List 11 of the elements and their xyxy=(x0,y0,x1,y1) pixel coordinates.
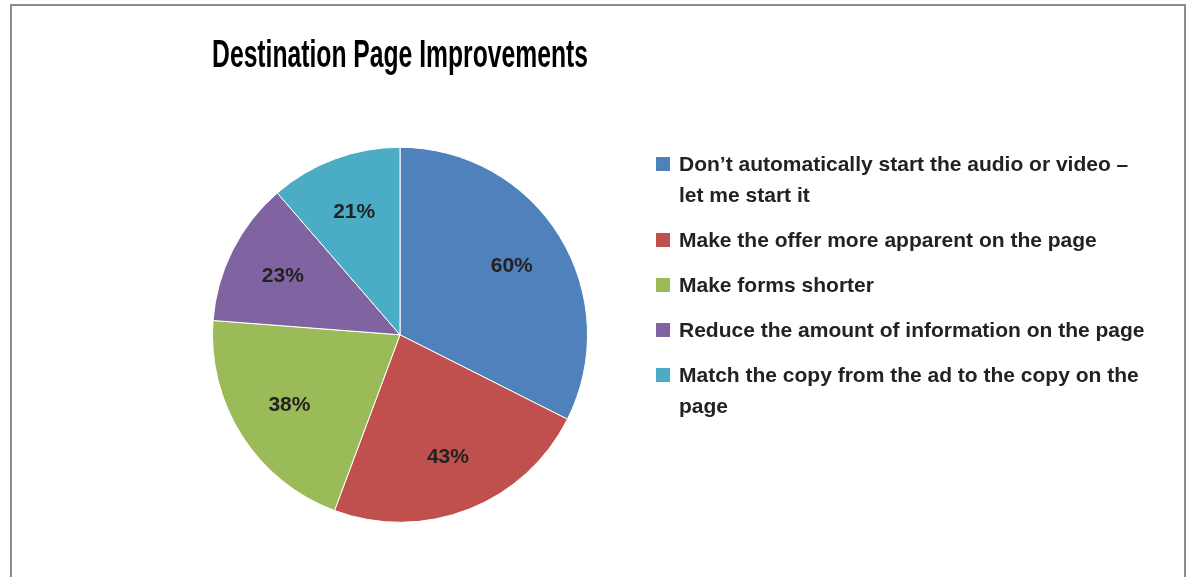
legend-label: Make forms shorter xyxy=(679,272,874,298)
data-label: 43% xyxy=(426,443,470,467)
legend-label: Don’t automatically start the audio or video – let me start it xyxy=(679,151,1130,208)
data-label: 21% xyxy=(333,198,376,222)
data-label: 38% xyxy=(268,392,311,416)
legend-label: Make the offer more apparent on the page xyxy=(679,227,1097,253)
legend-label: Match the copy from the ad to the copy on the page xyxy=(679,362,1140,419)
data-label: 23% xyxy=(261,262,305,286)
chart-title: Destination Page Improvements xyxy=(212,32,588,76)
legend-label: Reduce the amount of information on the page xyxy=(679,317,1145,343)
data-label: 60% xyxy=(490,252,534,276)
